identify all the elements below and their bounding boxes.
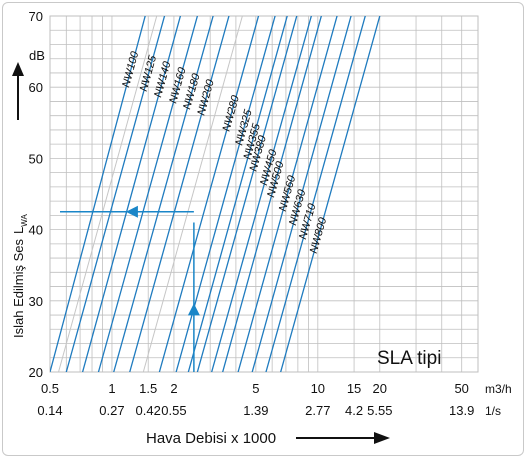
x-tick-label-m3h: 1.5 <box>139 381 157 396</box>
x-tick-label-ls: 4.2 <box>345 403 363 418</box>
x-tick-label-ls: 13.9 <box>449 403 474 418</box>
y-axis-label-sub: WA <box>20 214 29 227</box>
series-line-nw100 <box>50 16 146 372</box>
x-tick-label-ls: 0.27 <box>99 403 124 418</box>
grid <box>49 15 479 373</box>
arrow-up-icon <box>12 62 24 120</box>
series-line-nw200 <box>129 16 230 372</box>
y-tick-label: 70 <box>29 9 43 24</box>
series-line-nw125 <box>65 16 166 372</box>
y-axis-label-main: Islah Edilmiş Ses <box>11 239 26 338</box>
series-line-nw180 <box>113 16 214 372</box>
y-axis-label: Islah Edilmiş Ses LWA <box>11 214 29 338</box>
faint-guide-line <box>142 16 243 372</box>
x-tick-label-m3h: 0.5 <box>41 381 59 396</box>
x-tick-label-m3h: 50 <box>454 381 468 396</box>
example-up-arrow-icon <box>187 303 200 316</box>
series-line-nw355 <box>187 16 288 372</box>
y-tick-label: 40 <box>29 223 43 238</box>
y-tick-label: 20 <box>29 365 43 380</box>
y-tick-label: 60 <box>29 80 43 95</box>
x-tick-label-ls: 5.55 <box>367 403 392 418</box>
series-line-nw160 <box>97 16 199 372</box>
y-tick-label: 30 <box>29 294 43 309</box>
x-tick-label-m3h: 15 <box>347 381 361 396</box>
series-line-nw325 <box>175 16 276 372</box>
series-line-nw140 <box>81 16 182 372</box>
y-unit: dB <box>29 48 45 63</box>
x-tick-label-ls: 0.55 <box>161 403 186 418</box>
chart-title: SLA tipi <box>377 348 441 369</box>
series-line-nw380 <box>196 16 298 372</box>
plot-border <box>49 15 479 373</box>
faint-guide-line <box>58 16 158 372</box>
series-line-nw560 <box>237 16 338 372</box>
series-line-nw280 <box>158 16 260 372</box>
nw-curves <box>50 16 381 372</box>
x-tick-label-ls: 2.77 <box>305 403 330 418</box>
series-line-nw800 <box>279 16 381 372</box>
series-line-nw500 <box>222 16 322 372</box>
series-line-nw710 <box>265 16 366 372</box>
y-axis-label-symbol: L <box>11 227 26 234</box>
x-tick-label-m3h: 5 <box>252 381 259 396</box>
x-tick-label-ls: 0.14 <box>37 403 62 418</box>
series-line-nw450 <box>210 16 313 372</box>
x-tick-label-m3h: 20 <box>373 381 387 396</box>
x-unit-ls: 1/s <box>485 404 501 418</box>
x-tick-label-m3h: 2 <box>170 381 177 396</box>
y-tick-label: 50 <box>29 151 43 166</box>
x-axis-label: Hava Debisi x 1000 <box>146 430 276 447</box>
example-left-arrow-icon <box>125 205 138 218</box>
x-unit-m3h: m3/h <box>485 382 512 396</box>
x-tick-label-ls: 0.42 <box>136 403 161 418</box>
arrow-right-icon <box>296 432 390 444</box>
example-reading <box>60 205 200 372</box>
x-tick-label-m3h: 1 <box>108 381 115 396</box>
x-tick-label-m3h: 10 <box>311 381 325 396</box>
x-tick-label-ls: 1.39 <box>243 403 268 418</box>
series-line-nw630 <box>251 16 352 372</box>
